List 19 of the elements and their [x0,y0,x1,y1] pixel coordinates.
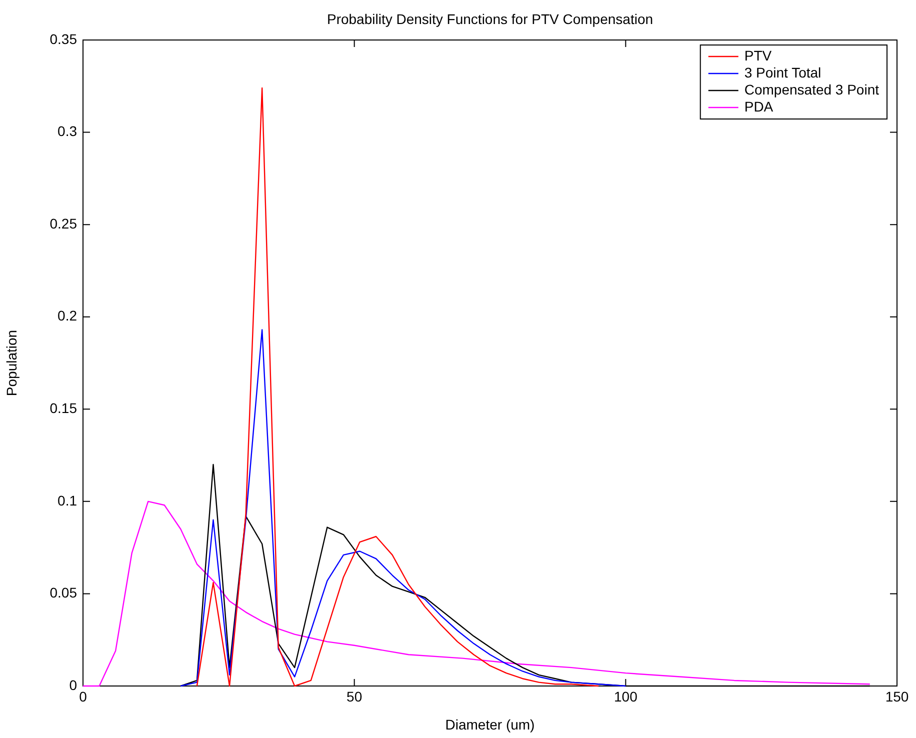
y-tick-label: 0.3 [58,123,78,140]
x-axis-title: Diameter (um) [445,716,535,732]
legend-label: 3 Point Total [744,64,822,80]
legend-label: PTV [744,47,772,64]
x-tick-label: 50 [346,688,362,704]
y-tick-label: 0.05 [50,584,78,601]
y-tick-label: 0.25 [50,215,78,232]
legend-label: Compensated 3 Point [744,81,880,98]
legend-label: PDA [744,98,774,114]
x-tick-label: 150 [885,688,909,704]
x-tick-label: 0 [79,688,88,704]
y-tick-label: 0 [69,676,78,693]
y-tick-label: 0.2 [58,308,78,324]
y-tick-label: 0.15 [50,400,78,416]
y-tick-label: 0.35 [50,30,78,47]
y-axis-title: Population [3,330,20,396]
x-tick-label: 100 [614,688,638,704]
y-tick-label: 0.1 [58,492,78,508]
chart-title: Probability Density Functions for PTV Compensation [326,10,654,27]
